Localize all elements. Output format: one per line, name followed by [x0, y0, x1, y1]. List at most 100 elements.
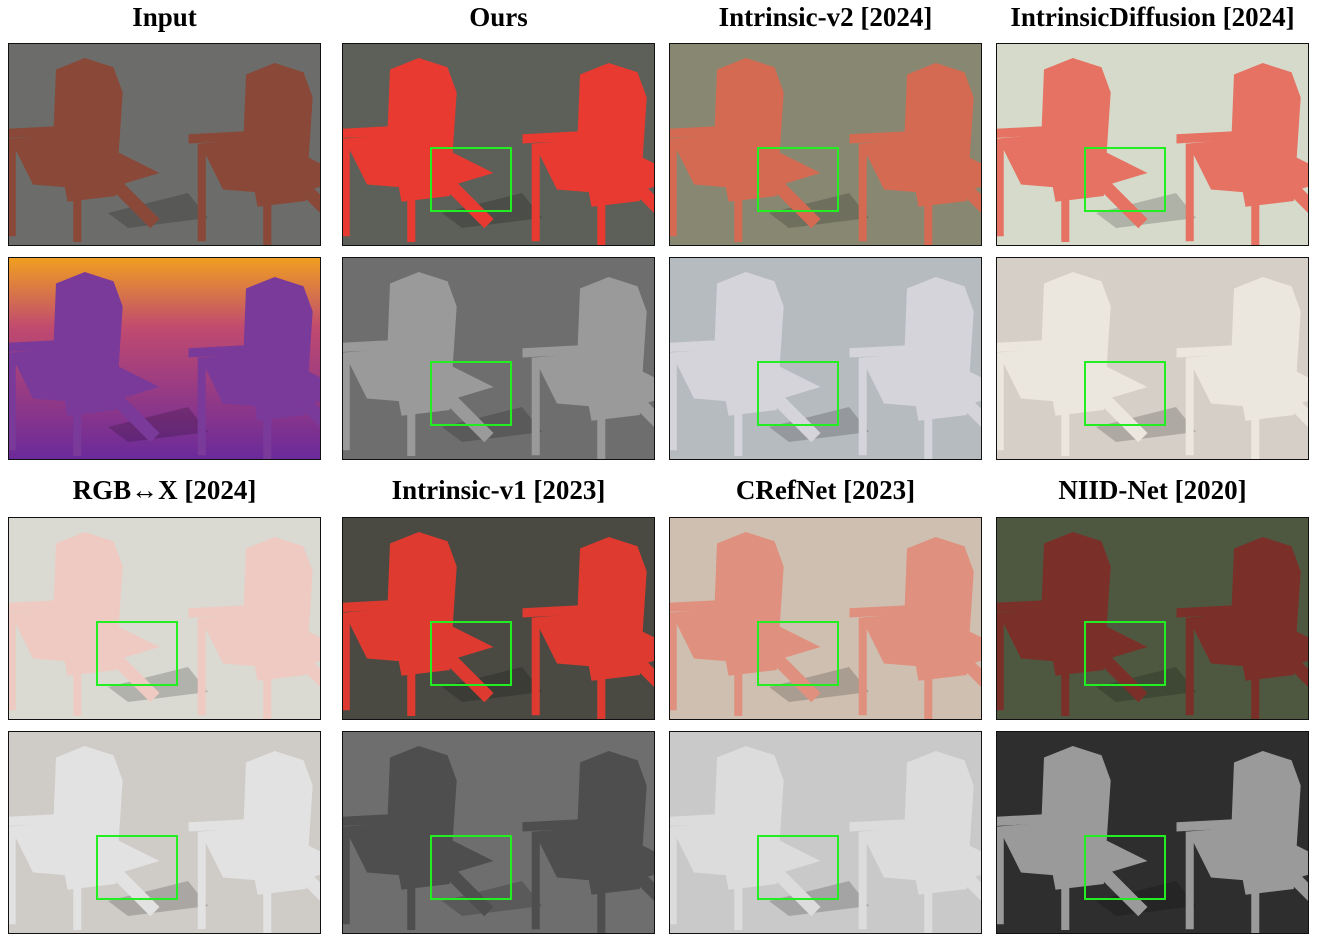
chair-leg — [73, 647, 81, 716]
chair-leg — [924, 392, 932, 461]
chair-leg — [73, 861, 81, 930]
chair-leg — [1186, 618, 1194, 716]
image-panel — [333, 43, 684, 247]
panel-content — [660, 731, 1011, 934]
image-panel — [333, 257, 684, 461]
chair-leg — [407, 387, 415, 456]
panel-content — [987, 257, 1319, 461]
chair-leg — [859, 618, 867, 716]
chair-leg — [859, 358, 867, 456]
panel-content — [333, 257, 684, 461]
chair-seat — [861, 352, 1011, 410]
chair-seat — [200, 826, 350, 884]
panel-title: Intrinsic-v2 [2024] — [719, 2, 933, 32]
chair-seat — [534, 612, 684, 670]
chair-seat — [861, 612, 1011, 670]
panel-content — [0, 731, 350, 934]
chair-leg — [734, 647, 742, 716]
chair-leg — [263, 866, 271, 934]
chair-seat — [200, 352, 350, 410]
chair-leg — [263, 392, 271, 461]
chair-leg — [532, 144, 540, 242]
chair-seat — [200, 612, 350, 670]
chair-seat — [534, 352, 684, 410]
panel-title: IntrinsicDiffusion [2024] — [1010, 2, 1294, 32]
chair-seat — [534, 826, 684, 884]
panel-title: Input — [132, 2, 197, 32]
chair-leg — [597, 866, 605, 934]
chair-leg — [1186, 832, 1194, 930]
chair-leg — [1186, 358, 1194, 456]
chair-leg — [1061, 861, 1069, 930]
panel-title: RGB↔X [2024] — [73, 475, 257, 505]
image-panel — [987, 43, 1319, 247]
panel-content — [0, 517, 350, 721]
chair-leg — [73, 387, 81, 456]
chair-leg — [1251, 178, 1259, 247]
panel-content — [987, 43, 1319, 247]
image-panel — [987, 731, 1319, 934]
chair-leg — [1251, 652, 1259, 721]
figure: Input Ours Intrinsic-v2 [2024] IntrinsicDif… — [0, 0, 1319, 934]
chair-leg — [1061, 173, 1069, 242]
chair-leg — [597, 178, 605, 247]
panel-content — [333, 517, 684, 721]
chair-leg — [407, 647, 415, 716]
chair-leg — [924, 866, 932, 934]
image-panel — [660, 257, 1011, 461]
image-panel — [0, 731, 350, 934]
image-panel — [660, 731, 1011, 934]
chair-leg — [859, 832, 867, 930]
chair-leg — [734, 387, 742, 456]
chair-leg — [924, 652, 932, 721]
panel-title: CRefNet [2023] — [736, 475, 915, 505]
panel-content — [987, 731, 1319, 934]
panel-content — [660, 43, 1011, 247]
chair-leg — [1251, 866, 1259, 934]
image-panel — [987, 257, 1319, 461]
panel-content — [660, 517, 1011, 721]
chair-leg — [532, 832, 540, 930]
chair-leg — [532, 618, 540, 716]
image-panel — [0, 257, 350, 461]
chair-leg — [198, 358, 206, 456]
image-panel — [0, 517, 350, 721]
chair-seat — [861, 138, 1011, 196]
panel-content — [0, 43, 350, 247]
image-panel — [660, 43, 1011, 247]
panel-title: Ours — [469, 2, 528, 32]
chair-leg — [597, 392, 605, 461]
panel-content — [333, 43, 684, 247]
image-panel — [333, 731, 684, 934]
panel-content — [987, 517, 1319, 721]
chair-leg — [1186, 144, 1194, 242]
chair-leg — [198, 144, 206, 242]
panel-title: NIID-Net [2020] — [1058, 475, 1246, 505]
chair-seat — [200, 138, 350, 196]
panel-title: Intrinsic-v1 [2023] — [392, 475, 606, 505]
chair-leg — [1061, 387, 1069, 456]
chair-seat — [861, 826, 1011, 884]
chair-leg — [263, 652, 271, 721]
chair-leg — [73, 173, 81, 242]
image-panel — [987, 517, 1319, 721]
image-panel — [333, 517, 684, 721]
panel-content — [333, 731, 684, 934]
chair-leg — [924, 178, 932, 247]
chair-leg — [407, 861, 415, 930]
chair-leg — [1061, 647, 1069, 716]
chair-leg — [859, 144, 867, 242]
chair-leg — [734, 173, 742, 242]
image-panel — [660, 517, 1011, 721]
chair-leg — [532, 358, 540, 456]
panel-content — [0, 257, 350, 461]
chair-leg — [407, 173, 415, 242]
chair-seat — [534, 138, 684, 196]
chair-leg — [734, 861, 742, 930]
chair-leg — [1251, 392, 1259, 461]
chair-leg — [198, 618, 206, 716]
chair-leg — [198, 832, 206, 930]
panel-content — [660, 257, 1011, 461]
image-panel — [0, 43, 350, 247]
chair-leg — [263, 178, 271, 247]
